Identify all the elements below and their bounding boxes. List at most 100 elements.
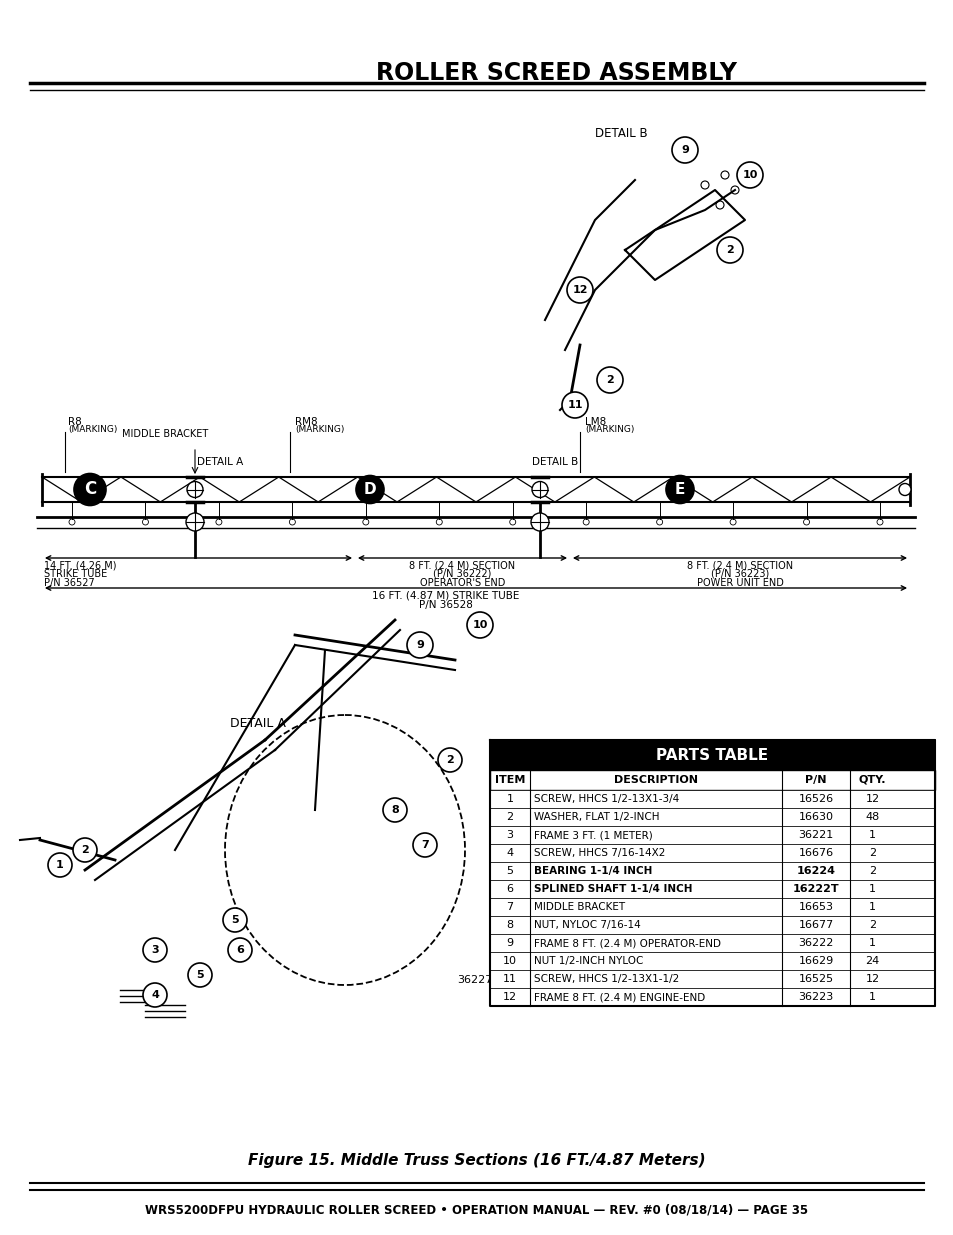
Text: OPERATOR'S END: OPERATOR'S END bbox=[419, 578, 505, 588]
Text: 2: 2 bbox=[81, 845, 89, 855]
Circle shape bbox=[532, 482, 547, 498]
Text: 6: 6 bbox=[506, 884, 513, 894]
Bar bbox=[490, 988, 934, 1007]
Text: NUT, NYLOC 7/16-14: NUT, NYLOC 7/16-14 bbox=[534, 920, 640, 930]
Circle shape bbox=[74, 473, 106, 505]
Text: SCREW, HHCS 1/2-13X1-1/2: SCREW, HHCS 1/2-13X1-1/2 bbox=[534, 974, 679, 984]
Text: DETAIL A: DETAIL A bbox=[196, 457, 243, 467]
Text: 1: 1 bbox=[868, 939, 875, 948]
Circle shape bbox=[48, 853, 71, 877]
Text: 16 FT. (4.87 M) STRIKE TUBE: 16 FT. (4.87 M) STRIKE TUBE bbox=[372, 590, 519, 600]
Text: 10: 10 bbox=[502, 956, 517, 966]
Bar bbox=[490, 790, 934, 808]
Bar bbox=[490, 844, 934, 862]
Circle shape bbox=[467, 613, 493, 638]
Text: 2: 2 bbox=[868, 920, 875, 930]
Text: DESCRIPTION: DESCRIPTION bbox=[614, 776, 698, 785]
Text: 8 FT. (2.4 M) SECTION: 8 FT. (2.4 M) SECTION bbox=[409, 559, 515, 571]
Bar bbox=[490, 898, 934, 916]
Text: MIDDLE BRACKET: MIDDLE BRACKET bbox=[122, 429, 208, 438]
Text: 1: 1 bbox=[506, 794, 513, 804]
Text: (P/N 36222): (P/N 36222) bbox=[433, 569, 491, 579]
Text: FRAME 8 FT. (2.4 M) ENGINE-END: FRAME 8 FT. (2.4 M) ENGINE-END bbox=[534, 992, 704, 1002]
Circle shape bbox=[717, 237, 742, 263]
Text: DETAIL A: DETAIL A bbox=[230, 718, 286, 730]
Circle shape bbox=[188, 963, 212, 987]
Text: POWER UNIT END: POWER UNIT END bbox=[696, 578, 782, 588]
Circle shape bbox=[187, 482, 203, 498]
Circle shape bbox=[143, 983, 167, 1007]
Text: P/N: P/N bbox=[804, 776, 826, 785]
Text: 5: 5 bbox=[506, 866, 513, 876]
Circle shape bbox=[531, 513, 548, 531]
Text: 36221: 36221 bbox=[798, 830, 833, 840]
Text: 2: 2 bbox=[605, 375, 613, 385]
Text: 4: 4 bbox=[151, 990, 159, 1000]
Bar bbox=[490, 808, 934, 826]
Circle shape bbox=[665, 475, 693, 504]
Text: 14 FT. (4.26 M): 14 FT. (4.26 M) bbox=[44, 559, 116, 571]
Bar bbox=[490, 881, 934, 898]
Text: D: D bbox=[363, 482, 375, 496]
Text: 3: 3 bbox=[506, 830, 513, 840]
Text: 2: 2 bbox=[725, 245, 733, 254]
Text: ITEM: ITEM bbox=[495, 776, 525, 785]
Text: 3: 3 bbox=[151, 945, 158, 955]
Text: 12: 12 bbox=[572, 285, 587, 295]
Text: WRS5200DFPU HYDRAULIC ROLLER SCREED • OPERATION MANUAL — REV. #0 (08/18/14) — PA: WRS5200DFPU HYDRAULIC ROLLER SCREED • OP… bbox=[145, 1203, 808, 1216]
Text: (MARKING): (MARKING) bbox=[68, 425, 117, 433]
Text: 8 FT. (2.4 M) SECTION: 8 FT. (2.4 M) SECTION bbox=[686, 559, 792, 571]
Text: 2: 2 bbox=[868, 866, 875, 876]
Circle shape bbox=[561, 391, 587, 417]
Circle shape bbox=[413, 832, 436, 857]
Text: 8: 8 bbox=[506, 920, 513, 930]
Circle shape bbox=[223, 908, 247, 932]
Text: MIDDLE BRACKET: MIDDLE BRACKET bbox=[534, 902, 624, 911]
Bar bbox=[490, 740, 934, 769]
Text: 12: 12 bbox=[864, 794, 879, 804]
Circle shape bbox=[437, 748, 461, 772]
Text: 16525: 16525 bbox=[798, 974, 833, 984]
Text: RM8: RM8 bbox=[294, 417, 317, 427]
Bar bbox=[490, 952, 934, 969]
Text: 36227: 36227 bbox=[456, 974, 492, 986]
Text: Figure 15. Middle Truss Sections (16 FT./4.87 Meters): Figure 15. Middle Truss Sections (16 FT.… bbox=[248, 1152, 705, 1167]
Text: 16630: 16630 bbox=[798, 811, 833, 823]
Text: P/N 36527: P/N 36527 bbox=[44, 578, 94, 588]
Circle shape bbox=[737, 162, 762, 188]
Circle shape bbox=[407, 632, 433, 658]
Text: 1: 1 bbox=[56, 860, 64, 869]
Text: WASHER, FLAT 1/2-INCH: WASHER, FLAT 1/2-INCH bbox=[534, 811, 659, 823]
Text: 24: 24 bbox=[864, 956, 879, 966]
Text: 16222T: 16222T bbox=[792, 884, 839, 894]
Text: 1: 1 bbox=[868, 884, 875, 894]
Text: 2: 2 bbox=[446, 755, 454, 764]
Text: 1: 1 bbox=[868, 992, 875, 1002]
Circle shape bbox=[355, 475, 384, 504]
Text: 36222: 36222 bbox=[798, 939, 833, 948]
Bar bbox=[490, 862, 934, 881]
Circle shape bbox=[73, 839, 97, 862]
Text: 12: 12 bbox=[864, 974, 879, 984]
Circle shape bbox=[143, 939, 167, 962]
Text: 2: 2 bbox=[506, 811, 513, 823]
Text: LM8: LM8 bbox=[584, 417, 605, 427]
Text: 11: 11 bbox=[567, 400, 582, 410]
Text: 16676: 16676 bbox=[798, 848, 833, 858]
Text: 4: 4 bbox=[506, 848, 513, 858]
Text: 7: 7 bbox=[420, 840, 429, 850]
Text: NUT 1/2-INCH NYLOC: NUT 1/2-INCH NYLOC bbox=[534, 956, 642, 966]
Text: 1: 1 bbox=[868, 902, 875, 911]
Text: QTY.: QTY. bbox=[858, 776, 885, 785]
Bar bbox=[490, 769, 934, 790]
Circle shape bbox=[597, 367, 622, 393]
Text: 5: 5 bbox=[196, 969, 204, 981]
Text: (P/N 36223): (P/N 36223) bbox=[710, 569, 768, 579]
Text: 9: 9 bbox=[680, 144, 688, 156]
Text: 48: 48 bbox=[864, 811, 879, 823]
Circle shape bbox=[186, 513, 204, 531]
Text: 12: 12 bbox=[502, 992, 517, 1002]
Text: 2: 2 bbox=[868, 848, 875, 858]
Circle shape bbox=[566, 277, 593, 303]
Bar bbox=[490, 969, 934, 988]
